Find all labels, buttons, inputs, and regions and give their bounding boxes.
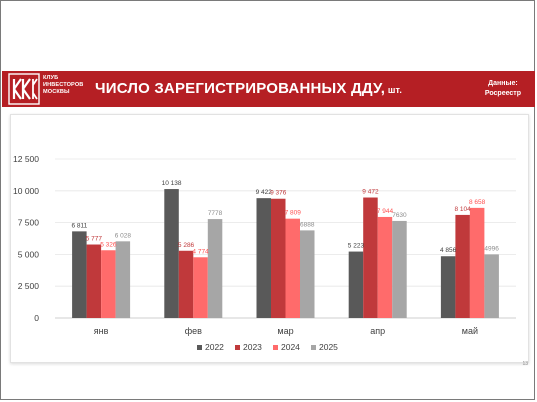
- bar-chart: 0 2 500 5 000 7 500 10 000 12 500 янв фев мар апр…: [13, 154, 516, 352]
- legend-label: 2025: [319, 342, 338, 352]
- data-label: 5 326: [100, 241, 117, 248]
- legend-swatch: [311, 345, 316, 350]
- data-label: 7630: [392, 212, 407, 219]
- page-number: 13: [522, 361, 528, 367]
- data-label: 9 422: [256, 189, 273, 196]
- data-label: 9 376: [270, 190, 287, 197]
- legend-label: 2023: [243, 342, 262, 352]
- data-label: 6 028: [115, 232, 132, 239]
- logo-line: КЛУБ: [43, 75, 59, 81]
- bar-2025-апр: [392, 220, 407, 318]
- data-label: 5 223: [348, 243, 365, 250]
- slide-title: ЧИСЛО ЗАРЕГИСТРИРОВАННЫХ ДДУ, шт.: [95, 80, 402, 97]
- x-tick-label: мар: [277, 326, 293, 336]
- bar-2025-май: [484, 254, 499, 318]
- bar-2023-мар: [271, 198, 286, 318]
- x-tick-label: фев: [185, 326, 202, 336]
- chart-card: 0 2 500 5 000 7 500 10 000 12 500 янв фев мар апр…: [10, 114, 529, 363]
- data-label: 4 774: [192, 248, 209, 255]
- bar-2023-янв: [86, 244, 102, 318]
- bar-2022-апр: [348, 251, 364, 318]
- title-banner: КЛУБ ИНВЕСТОРОВ МОСКВЫ ЧИСЛО ЗАРЕГИСТРИР…: [2, 71, 535, 107]
- x-tick-label: янв: [94, 326, 109, 336]
- data-label: 9 472: [362, 189, 379, 196]
- data-source: Данные: Росреестр: [485, 79, 521, 99]
- club-logo-icon: [8, 73, 40, 105]
- bar-2022-мар: [256, 198, 271, 318]
- bar-2022-янв: [72, 231, 87, 318]
- data-source-value: Росреестр: [484, 90, 521, 97]
- legend-label: 2024: [281, 342, 300, 352]
- data-source-label: Данные:: [488, 80, 518, 87]
- data-label: 8 104: [455, 206, 472, 213]
- bar-2025-мар: [300, 230, 315, 318]
- club-logo-text: КЛУБ ИНВЕСТОРОВ МОСКВЫ: [43, 75, 83, 97]
- slide-title-text: ЧИСЛО ЗАРЕГИСТРИРОВАННЫХ ДДУ,: [95, 80, 386, 97]
- slide-title-unit: шт.: [385, 85, 403, 95]
- data-label: 5 286: [178, 242, 195, 249]
- legend-label: 2022: [205, 342, 224, 352]
- bar-2024-янв: [101, 250, 116, 318]
- bar-2022-фев: [164, 189, 179, 318]
- legend-swatch: [273, 345, 278, 350]
- bar-2024-май: [469, 207, 485, 318]
- y-tick-label: 7 500: [18, 218, 40, 228]
- bar-2022-май: [440, 256, 456, 318]
- bar-2025-фев: [207, 219, 223, 318]
- data-label: 6 811: [71, 222, 87, 229]
- data-label: 6888: [300, 221, 315, 228]
- bar-2024-апр: [377, 216, 393, 318]
- bar-2025-янв: [115, 241, 131, 318]
- logo-line: МОСКВЫ: [43, 89, 70, 96]
- y-tick-label: 0: [34, 313, 39, 323]
- y-tick-label: 5 000: [18, 249, 40, 259]
- bar-2023-апр: [363, 197, 378, 318]
- legend-swatch: [235, 345, 240, 350]
- y-tick-label: 2 500: [18, 281, 40, 291]
- x-tick-label: май: [462, 326, 478, 336]
- data-label: 4996: [484, 245, 499, 252]
- y-tick-label: 12 500: [13, 154, 39, 164]
- logo-line: ИНВЕСТОРОВ: [43, 82, 84, 89]
- data-label: 10 138: [162, 180, 182, 187]
- data-label: 4 856: [440, 247, 457, 254]
- data-label: 7 944: [377, 208, 394, 215]
- bar-2023-фев: [178, 250, 194, 318]
- bar-2024-мар: [285, 218, 300, 318]
- data-label: 7778: [208, 210, 223, 217]
- x-tick-label: апр: [370, 326, 385, 336]
- data-label: 8 658: [469, 199, 486, 206]
- legend-swatch: [197, 345, 202, 350]
- data-label: 5 777: [86, 236, 103, 243]
- y-tick-label: 10 000: [13, 186, 39, 196]
- bar-2023-май: [455, 214, 470, 318]
- data-label: 7 809: [285, 210, 302, 217]
- bar-2024-фев: [193, 257, 208, 318]
